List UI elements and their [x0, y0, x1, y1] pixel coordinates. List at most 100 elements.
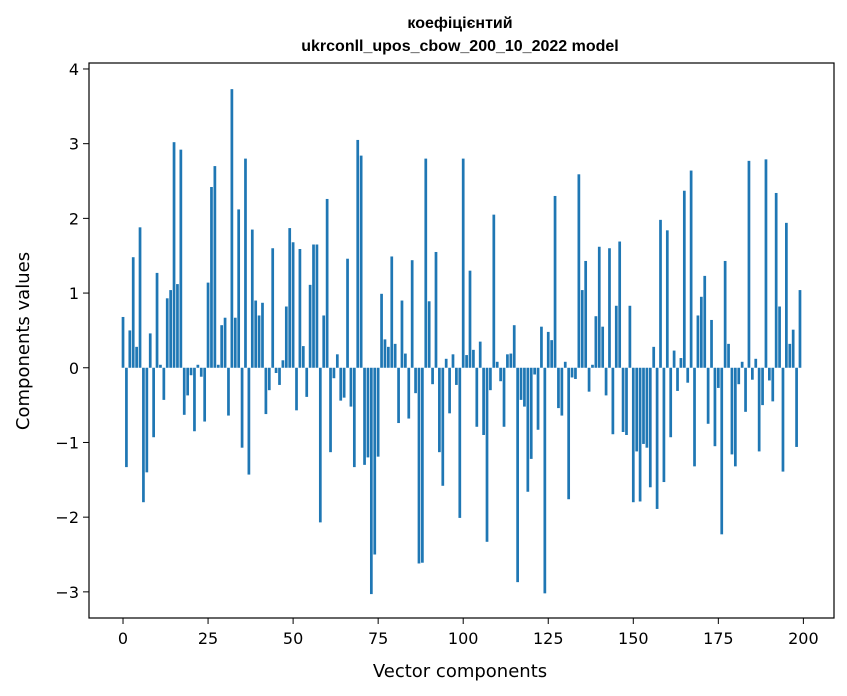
bar — [352, 367, 356, 468]
bar — [611, 367, 615, 435]
bar — [771, 367, 775, 402]
bar — [128, 330, 132, 368]
x-tick-label: 25 — [198, 629, 218, 648]
bar — [526, 367, 530, 492]
bar — [485, 367, 489, 542]
x-axis-label: Vector components — [373, 661, 547, 682]
bar — [580, 290, 584, 368]
bar — [383, 339, 387, 368]
bar — [162, 367, 166, 400]
y-axis-label: Components values — [13, 252, 34, 430]
bar — [393, 343, 397, 368]
bar — [414, 367, 417, 394]
bar — [764, 159, 768, 368]
bar — [250, 229, 254, 368]
bar — [145, 367, 149, 473]
bar — [230, 89, 234, 368]
bar — [669, 367, 673, 438]
bar — [516, 367, 519, 583]
bar — [791, 329, 795, 368]
bar — [512, 325, 516, 368]
x-axis-ticks: 0 25 50 75 100 125 150 175 200 — [118, 618, 819, 648]
bar — [761, 367, 764, 406]
y-tick-label: 3 — [69, 135, 79, 154]
bar — [346, 258, 349, 368]
bar — [672, 350, 676, 368]
bar — [135, 346, 138, 368]
bar — [359, 155, 363, 368]
bar — [142, 367, 145, 503]
bar — [621, 367, 625, 432]
bar — [737, 367, 741, 385]
bar — [478, 341, 482, 368]
bar — [223, 317, 227, 368]
bar — [322, 315, 326, 368]
bar — [261, 302, 264, 368]
bar — [795, 367, 798, 447]
bar — [781, 367, 785, 472]
bar — [325, 198, 329, 368]
bar — [543, 367, 547, 594]
bar — [155, 272, 159, 368]
bar — [410, 260, 414, 368]
bar — [778, 306, 781, 368]
bar — [220, 325, 224, 368]
bar — [472, 349, 475, 368]
bar — [567, 367, 571, 500]
bar — [312, 244, 315, 368]
x-tick-label: 125 — [533, 629, 564, 648]
bar — [169, 290, 172, 368]
bar — [563, 361, 567, 368]
bar — [404, 353, 407, 368]
bar — [233, 317, 237, 368]
bar — [335, 354, 339, 368]
bar — [696, 315, 700, 368]
bar — [628, 305, 632, 368]
bar — [125, 367, 128, 468]
bar — [159, 364, 162, 368]
bar — [247, 367, 251, 475]
bar — [757, 367, 761, 452]
bar — [495, 361, 499, 368]
bar — [774, 192, 778, 368]
bar — [264, 367, 268, 415]
bar — [509, 353, 513, 368]
bar — [427, 301, 431, 368]
bar — [648, 367, 652, 488]
bar — [421, 367, 424, 563]
y-tick-label: 4 — [69, 60, 79, 79]
bar — [210, 187, 213, 368]
bar — [519, 367, 523, 400]
bar — [475, 367, 479, 427]
bar — [699, 296, 703, 368]
bar — [373, 367, 377, 555]
bar — [455, 367, 458, 385]
bar — [193, 367, 196, 432]
bar — [329, 367, 332, 453]
bar — [318, 367, 322, 523]
bar — [400, 300, 404, 368]
bar — [288, 228, 292, 368]
bar — [645, 367, 649, 448]
bar — [597, 246, 601, 368]
bar — [601, 326, 605, 368]
bar — [257, 315, 261, 368]
bar — [730, 367, 734, 455]
bar — [591, 364, 594, 368]
bar — [376, 367, 380, 457]
y-tick-label: 2 — [69, 209, 79, 228]
bar — [638, 367, 642, 502]
bar — [489, 367, 492, 391]
bar — [342, 367, 346, 398]
bar — [727, 343, 730, 368]
bar — [676, 367, 679, 391]
bar — [468, 270, 472, 368]
bar — [618, 241, 622, 368]
bar — [165, 298, 169, 368]
y-axis-ticks: −3 −2 −1 0 1 2 3 4 — [55, 60, 89, 602]
bar — [366, 367, 370, 458]
bar — [499, 367, 502, 382]
bar — [298, 249, 302, 368]
x-tick-label: 150 — [618, 629, 649, 648]
bar — [172, 142, 176, 368]
